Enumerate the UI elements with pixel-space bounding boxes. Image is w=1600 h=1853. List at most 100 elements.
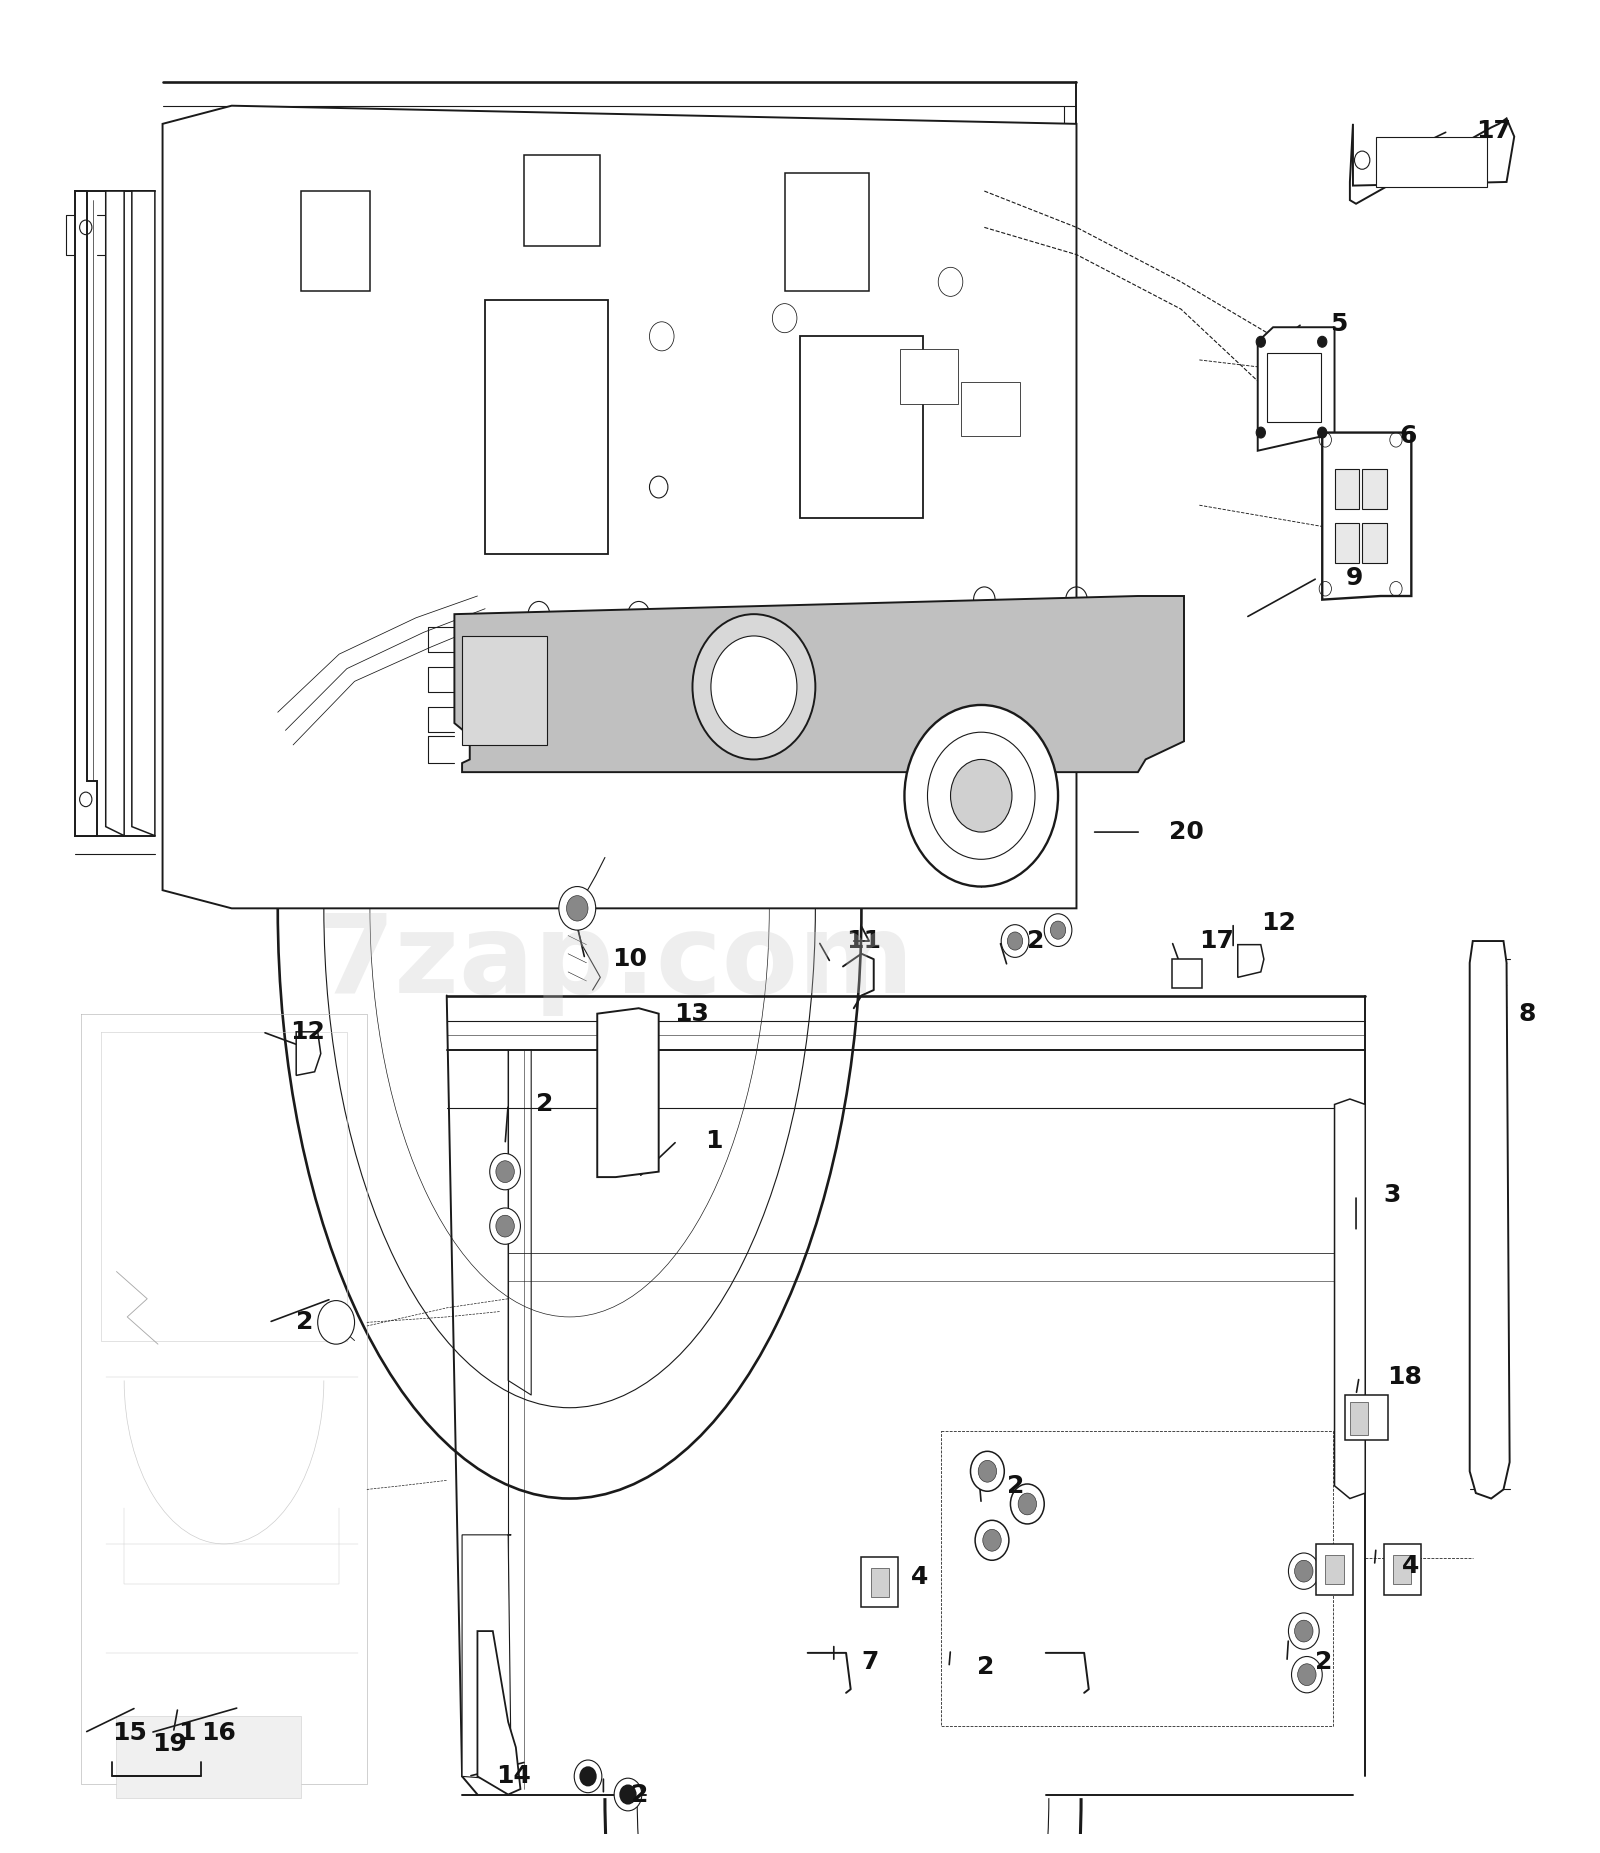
Polygon shape xyxy=(1322,432,1411,600)
Polygon shape xyxy=(163,106,1077,908)
Text: 8: 8 xyxy=(1518,1002,1536,1027)
Circle shape xyxy=(982,1529,1002,1551)
Polygon shape xyxy=(477,1631,520,1794)
Circle shape xyxy=(614,1779,642,1810)
Bar xyxy=(870,1568,890,1597)
Circle shape xyxy=(1045,914,1072,947)
Text: 7: 7 xyxy=(861,1649,878,1673)
Circle shape xyxy=(558,886,595,930)
Circle shape xyxy=(1294,1620,1314,1642)
Bar xyxy=(1376,137,1486,187)
Text: 1: 1 xyxy=(178,1721,195,1746)
Text: 17: 17 xyxy=(1200,928,1234,952)
Bar xyxy=(962,382,1019,435)
Text: 10: 10 xyxy=(613,947,648,971)
Bar xyxy=(1362,523,1387,563)
Text: 4: 4 xyxy=(910,1564,928,1588)
Circle shape xyxy=(974,1519,1010,1560)
Bar xyxy=(1334,469,1358,510)
Bar xyxy=(462,636,547,745)
Text: 7zap.com: 7zap.com xyxy=(317,910,914,1015)
Circle shape xyxy=(621,1786,635,1803)
Polygon shape xyxy=(462,1534,512,1781)
Circle shape xyxy=(470,708,485,726)
Text: 12: 12 xyxy=(290,1019,325,1043)
Bar xyxy=(941,1431,1333,1725)
Bar xyxy=(899,348,958,404)
Polygon shape xyxy=(1334,1099,1365,1499)
Polygon shape xyxy=(454,597,1184,773)
Text: 6: 6 xyxy=(1398,424,1416,448)
Text: 2: 2 xyxy=(1315,1649,1331,1673)
Text: 13: 13 xyxy=(674,1002,709,1027)
Text: 15: 15 xyxy=(112,1721,147,1746)
Circle shape xyxy=(1318,426,1326,437)
Text: 1: 1 xyxy=(704,1128,722,1153)
Circle shape xyxy=(1018,1494,1037,1516)
Text: 14: 14 xyxy=(496,1764,531,1788)
Bar xyxy=(523,156,600,246)
Circle shape xyxy=(496,1216,514,1238)
Circle shape xyxy=(581,1768,595,1786)
Bar xyxy=(1334,523,1358,563)
Circle shape xyxy=(1318,335,1326,347)
Text: 4: 4 xyxy=(1402,1553,1419,1577)
Text: 2: 2 xyxy=(1027,928,1045,952)
Circle shape xyxy=(1294,1560,1314,1582)
Circle shape xyxy=(710,636,797,737)
Bar xyxy=(301,191,370,291)
Bar xyxy=(1394,1555,1411,1584)
Circle shape xyxy=(904,704,1058,886)
Text: 11: 11 xyxy=(846,928,882,952)
Text: 5: 5 xyxy=(1330,311,1347,335)
Circle shape xyxy=(470,654,485,673)
Bar xyxy=(1384,1544,1421,1595)
Text: 19: 19 xyxy=(152,1733,187,1755)
Text: 2: 2 xyxy=(1008,1473,1024,1497)
Polygon shape xyxy=(1258,328,1334,450)
Polygon shape xyxy=(296,1032,320,1075)
Circle shape xyxy=(566,895,589,921)
Circle shape xyxy=(496,1160,514,1182)
Text: 17: 17 xyxy=(1475,119,1510,143)
Polygon shape xyxy=(106,191,125,836)
Bar xyxy=(1267,352,1320,422)
Circle shape xyxy=(318,1301,355,1343)
Circle shape xyxy=(971,1451,1005,1492)
Text: 12: 12 xyxy=(1261,912,1296,936)
Circle shape xyxy=(1011,1484,1045,1523)
Circle shape xyxy=(574,1760,602,1792)
Text: 20: 20 xyxy=(1168,821,1203,845)
Polygon shape xyxy=(1350,119,1514,204)
Polygon shape xyxy=(509,372,589,513)
Bar xyxy=(117,1716,301,1797)
Circle shape xyxy=(1288,1612,1318,1649)
Circle shape xyxy=(1256,426,1266,437)
Bar xyxy=(800,337,923,519)
Polygon shape xyxy=(597,1008,659,1177)
Circle shape xyxy=(1298,1664,1317,1686)
Text: 16: 16 xyxy=(202,1721,235,1746)
Circle shape xyxy=(490,1153,520,1190)
Circle shape xyxy=(490,1208,520,1245)
Text: 2: 2 xyxy=(536,1093,554,1117)
Text: 9: 9 xyxy=(1346,565,1363,589)
Circle shape xyxy=(1291,1657,1322,1694)
Circle shape xyxy=(978,1460,997,1482)
Circle shape xyxy=(523,654,539,673)
Bar xyxy=(1362,469,1387,510)
Bar xyxy=(485,300,608,554)
Polygon shape xyxy=(1470,941,1510,1499)
Circle shape xyxy=(1002,925,1029,958)
Text: 3: 3 xyxy=(1384,1184,1402,1208)
Circle shape xyxy=(1008,932,1022,951)
Bar xyxy=(861,1557,898,1608)
Polygon shape xyxy=(1238,945,1264,977)
Bar xyxy=(1325,1555,1344,1584)
Polygon shape xyxy=(131,191,155,836)
Bar xyxy=(784,172,869,291)
Polygon shape xyxy=(75,191,96,836)
Bar xyxy=(1350,1403,1368,1434)
Bar xyxy=(1317,1544,1354,1595)
Text: 2: 2 xyxy=(630,1783,648,1807)
